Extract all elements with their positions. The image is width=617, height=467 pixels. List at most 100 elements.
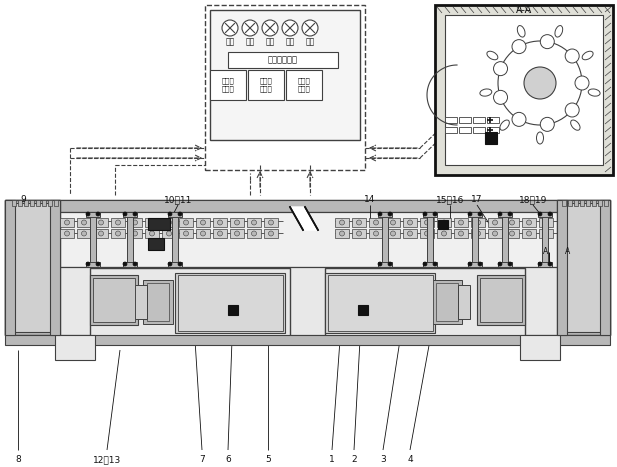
Bar (162, 229, 176, 238)
Bar (437, 218, 451, 227)
Circle shape (302, 20, 318, 36)
Circle shape (538, 262, 542, 266)
Bar (24, 200, 28, 206)
Bar (445, 117, 457, 123)
Bar (378, 262, 392, 267)
Bar (50, 200, 60, 335)
Bar (335, 229, 349, 238)
Ellipse shape (517, 26, 525, 37)
Circle shape (242, 20, 258, 36)
Bar (123, 212, 137, 217)
Bar (179, 218, 193, 227)
Polygon shape (290, 207, 318, 230)
Circle shape (492, 220, 497, 225)
Circle shape (115, 231, 120, 236)
Bar (459, 127, 471, 133)
Bar (5, 267, 610, 335)
Bar (205, 5, 365, 170)
Bar (382, 212, 388, 267)
Text: 二级融合中心: 二级融合中心 (268, 56, 298, 64)
Bar (247, 218, 261, 227)
Circle shape (133, 262, 137, 266)
Bar (12, 200, 16, 206)
Circle shape (222, 20, 238, 36)
Circle shape (508, 262, 512, 266)
Bar (30, 200, 34, 206)
Circle shape (458, 231, 463, 236)
Bar (454, 229, 468, 238)
Circle shape (538, 212, 542, 216)
Circle shape (133, 212, 137, 216)
Bar (598, 200, 602, 206)
Circle shape (442, 220, 447, 225)
Bar (90, 275, 138, 325)
Circle shape (167, 231, 172, 236)
Bar (247, 229, 261, 238)
Bar (445, 15, 603, 165)
Circle shape (424, 220, 429, 225)
Bar (445, 127, 457, 133)
Bar (471, 218, 485, 227)
Circle shape (178, 262, 182, 266)
Circle shape (510, 220, 515, 225)
Bar (473, 127, 485, 133)
Bar (286, 70, 322, 100)
Circle shape (423, 262, 427, 266)
Text: 12、13: 12、13 (93, 455, 121, 465)
Circle shape (373, 231, 378, 236)
Circle shape (234, 231, 239, 236)
Bar (60, 229, 74, 238)
Bar (48, 200, 52, 206)
Bar (427, 212, 433, 267)
Circle shape (476, 220, 481, 225)
Ellipse shape (582, 51, 593, 60)
Bar (498, 262, 512, 267)
Bar (77, 229, 91, 238)
Circle shape (115, 220, 120, 225)
Circle shape (149, 220, 154, 225)
Circle shape (149, 231, 154, 236)
Circle shape (544, 231, 549, 236)
Bar (325, 273, 435, 333)
Circle shape (357, 231, 362, 236)
Bar (600, 200, 610, 335)
Bar (538, 212, 552, 217)
Text: 初级融
合中心: 初级融 合中心 (297, 78, 310, 92)
Circle shape (339, 231, 344, 236)
Bar (179, 229, 193, 238)
Bar (8, 203, 58, 332)
Circle shape (407, 231, 413, 236)
Bar (580, 200, 584, 206)
Circle shape (81, 220, 86, 225)
Text: 2: 2 (351, 455, 357, 465)
Circle shape (388, 212, 392, 216)
Bar (557, 200, 567, 335)
Circle shape (388, 262, 392, 266)
Bar (454, 218, 468, 227)
Circle shape (526, 231, 531, 236)
Circle shape (167, 220, 172, 225)
Bar (468, 262, 482, 267)
Bar (438, 220, 448, 229)
Bar (487, 117, 499, 123)
Circle shape (81, 231, 86, 236)
Circle shape (96, 262, 100, 266)
Bar (60, 218, 74, 227)
Bar (538, 262, 552, 267)
Text: 9: 9 (20, 196, 26, 205)
Bar (480, 278, 522, 322)
Bar (264, 218, 278, 227)
Bar (128, 229, 142, 238)
Bar (592, 200, 596, 206)
Circle shape (234, 220, 239, 225)
Bar (264, 229, 278, 238)
Bar (18, 200, 22, 206)
Bar (168, 262, 182, 267)
Circle shape (168, 262, 172, 266)
Text: 4: 4 (407, 455, 413, 465)
Circle shape (494, 62, 508, 76)
Bar (520, 335, 560, 360)
Circle shape (378, 262, 382, 266)
Circle shape (99, 231, 104, 236)
Circle shape (218, 220, 223, 225)
